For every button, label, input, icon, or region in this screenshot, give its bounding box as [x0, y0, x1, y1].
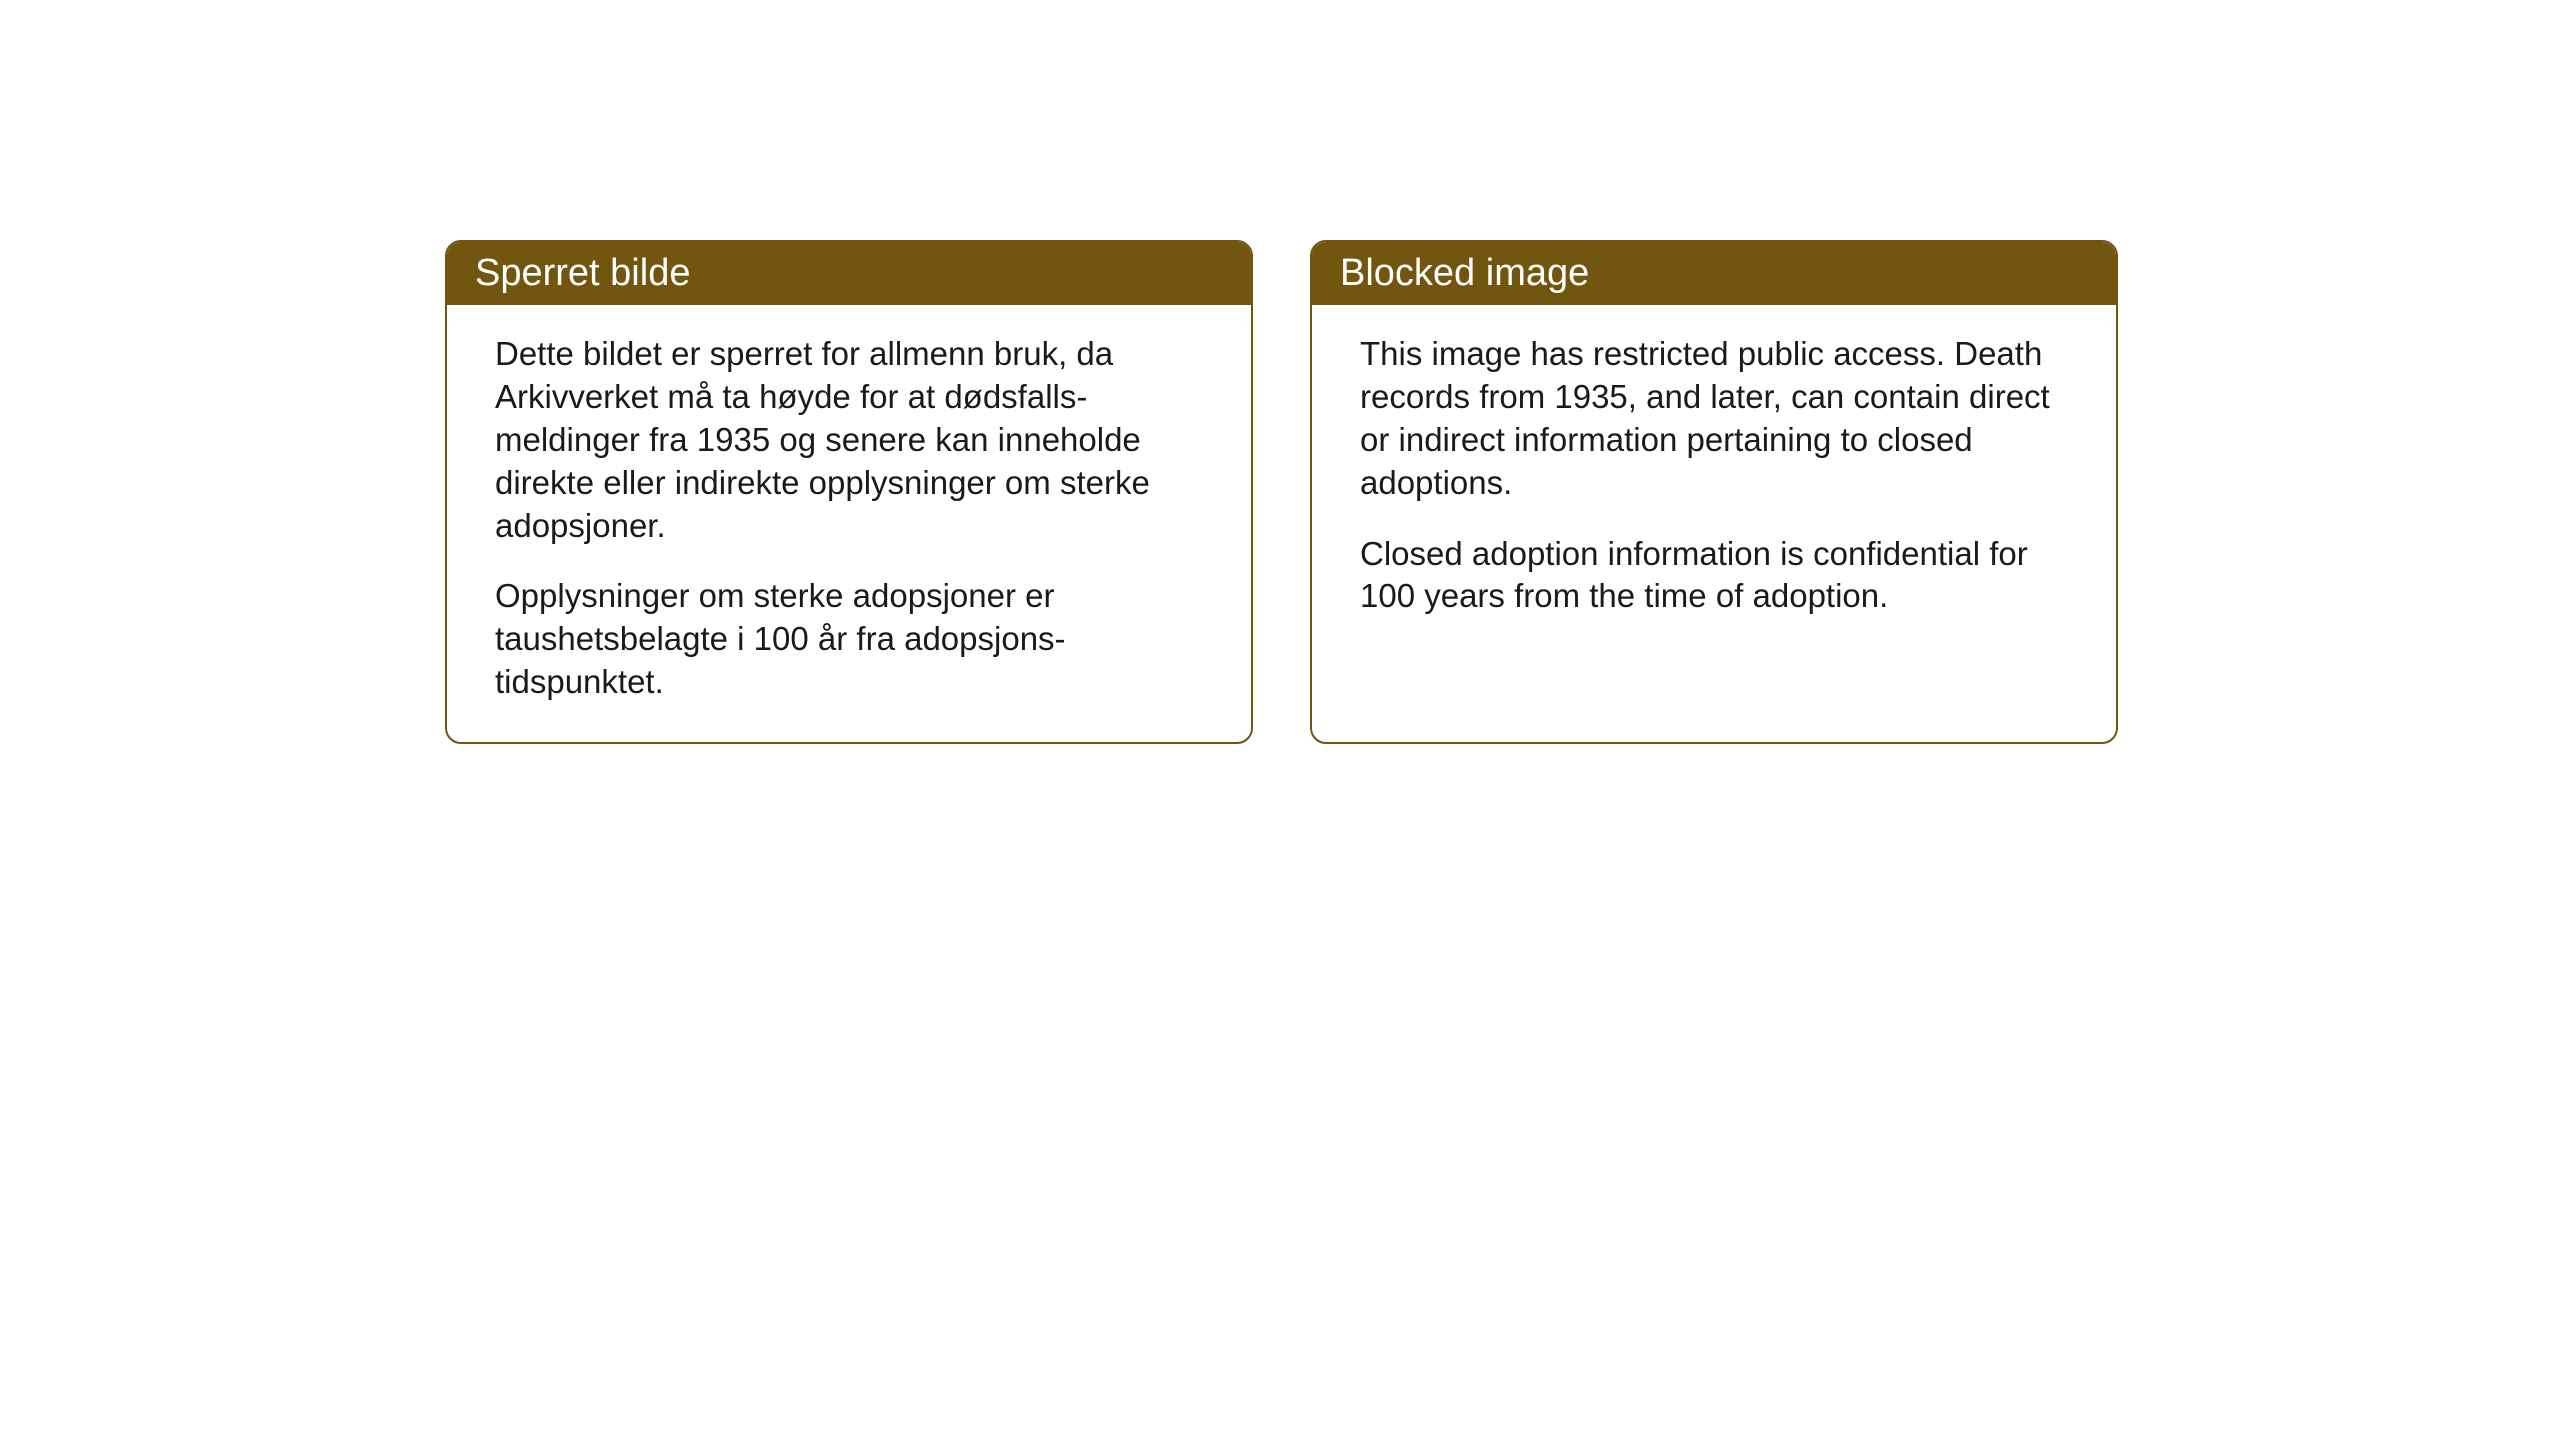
notice-paragraph-2-norwegian: Opplysninger om sterke adopsjoner er tau…: [495, 575, 1203, 704]
notice-paragraph-1-english: This image has restricted public access.…: [1360, 333, 2068, 505]
notice-container: Sperret bilde Dette bildet er sperret fo…: [445, 240, 2118, 744]
notice-body-english: This image has restricted public access.…: [1312, 305, 2116, 698]
notice-header-norwegian: Sperret bilde: [447, 242, 1251, 305]
notice-card-english: Blocked image This image has restricted …: [1310, 240, 2118, 744]
notice-body-norwegian: Dette bildet er sperret for allmenn bruk…: [447, 305, 1251, 742]
notice-title-norwegian: Sperret bilde: [475, 252, 690, 294]
notice-paragraph-2-english: Closed adoption information is confident…: [1360, 533, 2068, 619]
notice-card-norwegian: Sperret bilde Dette bildet er sperret fo…: [445, 240, 1253, 744]
notice-header-english: Blocked image: [1312, 242, 2116, 305]
notice-paragraph-1-norwegian: Dette bildet er sperret for allmenn bruk…: [495, 333, 1203, 547]
notice-title-english: Blocked image: [1340, 252, 1589, 294]
